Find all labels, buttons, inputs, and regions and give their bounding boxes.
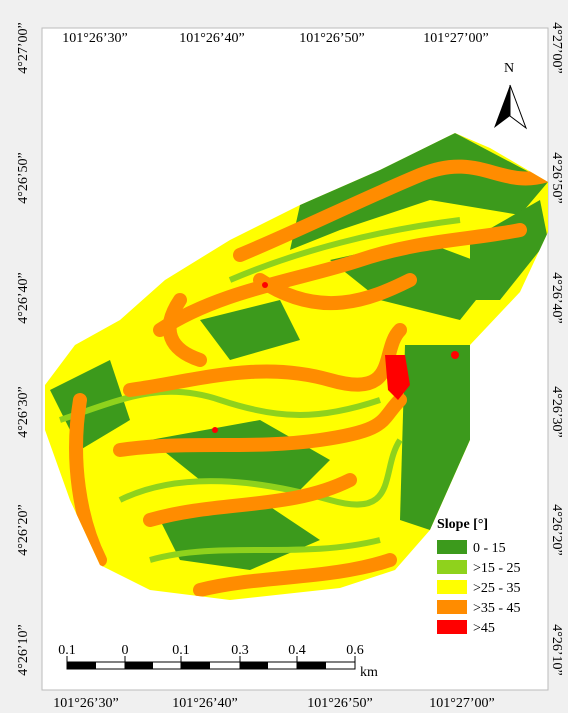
- scale-bar-segment: [67, 662, 96, 669]
- scale-bar-segment: [181, 662, 210, 669]
- right-coordinate: 4°27’00”: [549, 22, 564, 73]
- very-steep-zones: [212, 282, 459, 433]
- legend-swatch: [437, 540, 467, 554]
- right-coordinate: 4°26’40”: [549, 272, 564, 323]
- legend-label: 0 - 15: [473, 541, 506, 556]
- top-coordinate: 101°26’50”: [299, 31, 364, 46]
- scale-label: 0.6: [346, 643, 364, 658]
- legend: Slope [°] 0 - 15 >15 - 25 >25 - 35 >35 - 45 >…: [437, 517, 521, 636]
- legend-label: >35 - 45: [473, 601, 521, 616]
- legend-label: >45: [473, 621, 495, 636]
- legend-swatch: [437, 580, 467, 594]
- scale-bar-segment: [240, 662, 268, 669]
- legend-swatch: [437, 620, 467, 634]
- scale-bar: 0.1 0 0.1 0.3 0.4 0.6 km: [58, 643, 378, 680]
- right-coordinate: 4°26’20”: [549, 504, 564, 555]
- scale-bar-segment: [297, 662, 326, 669]
- scale-label: 0.3: [231, 643, 249, 658]
- right-coordinate: 4°26’30”: [549, 386, 564, 437]
- north-arrow: [494, 84, 528, 130]
- legend-swatch: [437, 600, 467, 614]
- legend-label: >15 - 25: [473, 561, 521, 576]
- coordinate-labels: 101°26’30” 101°26’40” 101°26’50” 101°27’00”…: [16, 22, 564, 711]
- scale-unit: km: [360, 665, 378, 680]
- left-coordinate: 4°26’40”: [16, 272, 31, 323]
- left-coordinate: 4°26’50”: [16, 152, 31, 203]
- moderate-zones: [59, 217, 461, 563]
- bottom-coordinate: 101°26’50”: [307, 696, 372, 711]
- left-coordinate: 4°26’30”: [16, 386, 31, 437]
- legend-title: Slope [°]: [437, 517, 488, 532]
- scale-label: 0.1: [58, 643, 76, 658]
- top-coordinate: 101°26’30”: [62, 31, 127, 46]
- legend-label: >25 - 35: [473, 581, 521, 596]
- bottom-coordinate: 101°27’00”: [429, 696, 494, 711]
- scale-label: 0.1: [172, 643, 190, 658]
- bottom-coordinate: 101°26’40”: [172, 696, 237, 711]
- scale-label: 0: [122, 643, 129, 658]
- bottom-coordinate: 101°26’30”: [53, 696, 118, 711]
- right-coordinate: 4°26’50”: [549, 152, 564, 203]
- scale-bar-segment: [125, 662, 153, 669]
- legend-swatch: [437, 560, 467, 574]
- left-coordinate: 4°26’10”: [16, 624, 31, 675]
- left-coordinate: 4°26’20”: [16, 504, 31, 555]
- top-coordinate: 101°27’00”: [423, 31, 488, 46]
- scale-label: 0.4: [288, 643, 306, 658]
- north-label: N: [504, 61, 514, 76]
- left-coordinate: 4°27’00”: [16, 22, 31, 73]
- top-coordinate: 101°26’40”: [179, 31, 244, 46]
- right-coordinate: 4°26’10”: [549, 624, 564, 675]
